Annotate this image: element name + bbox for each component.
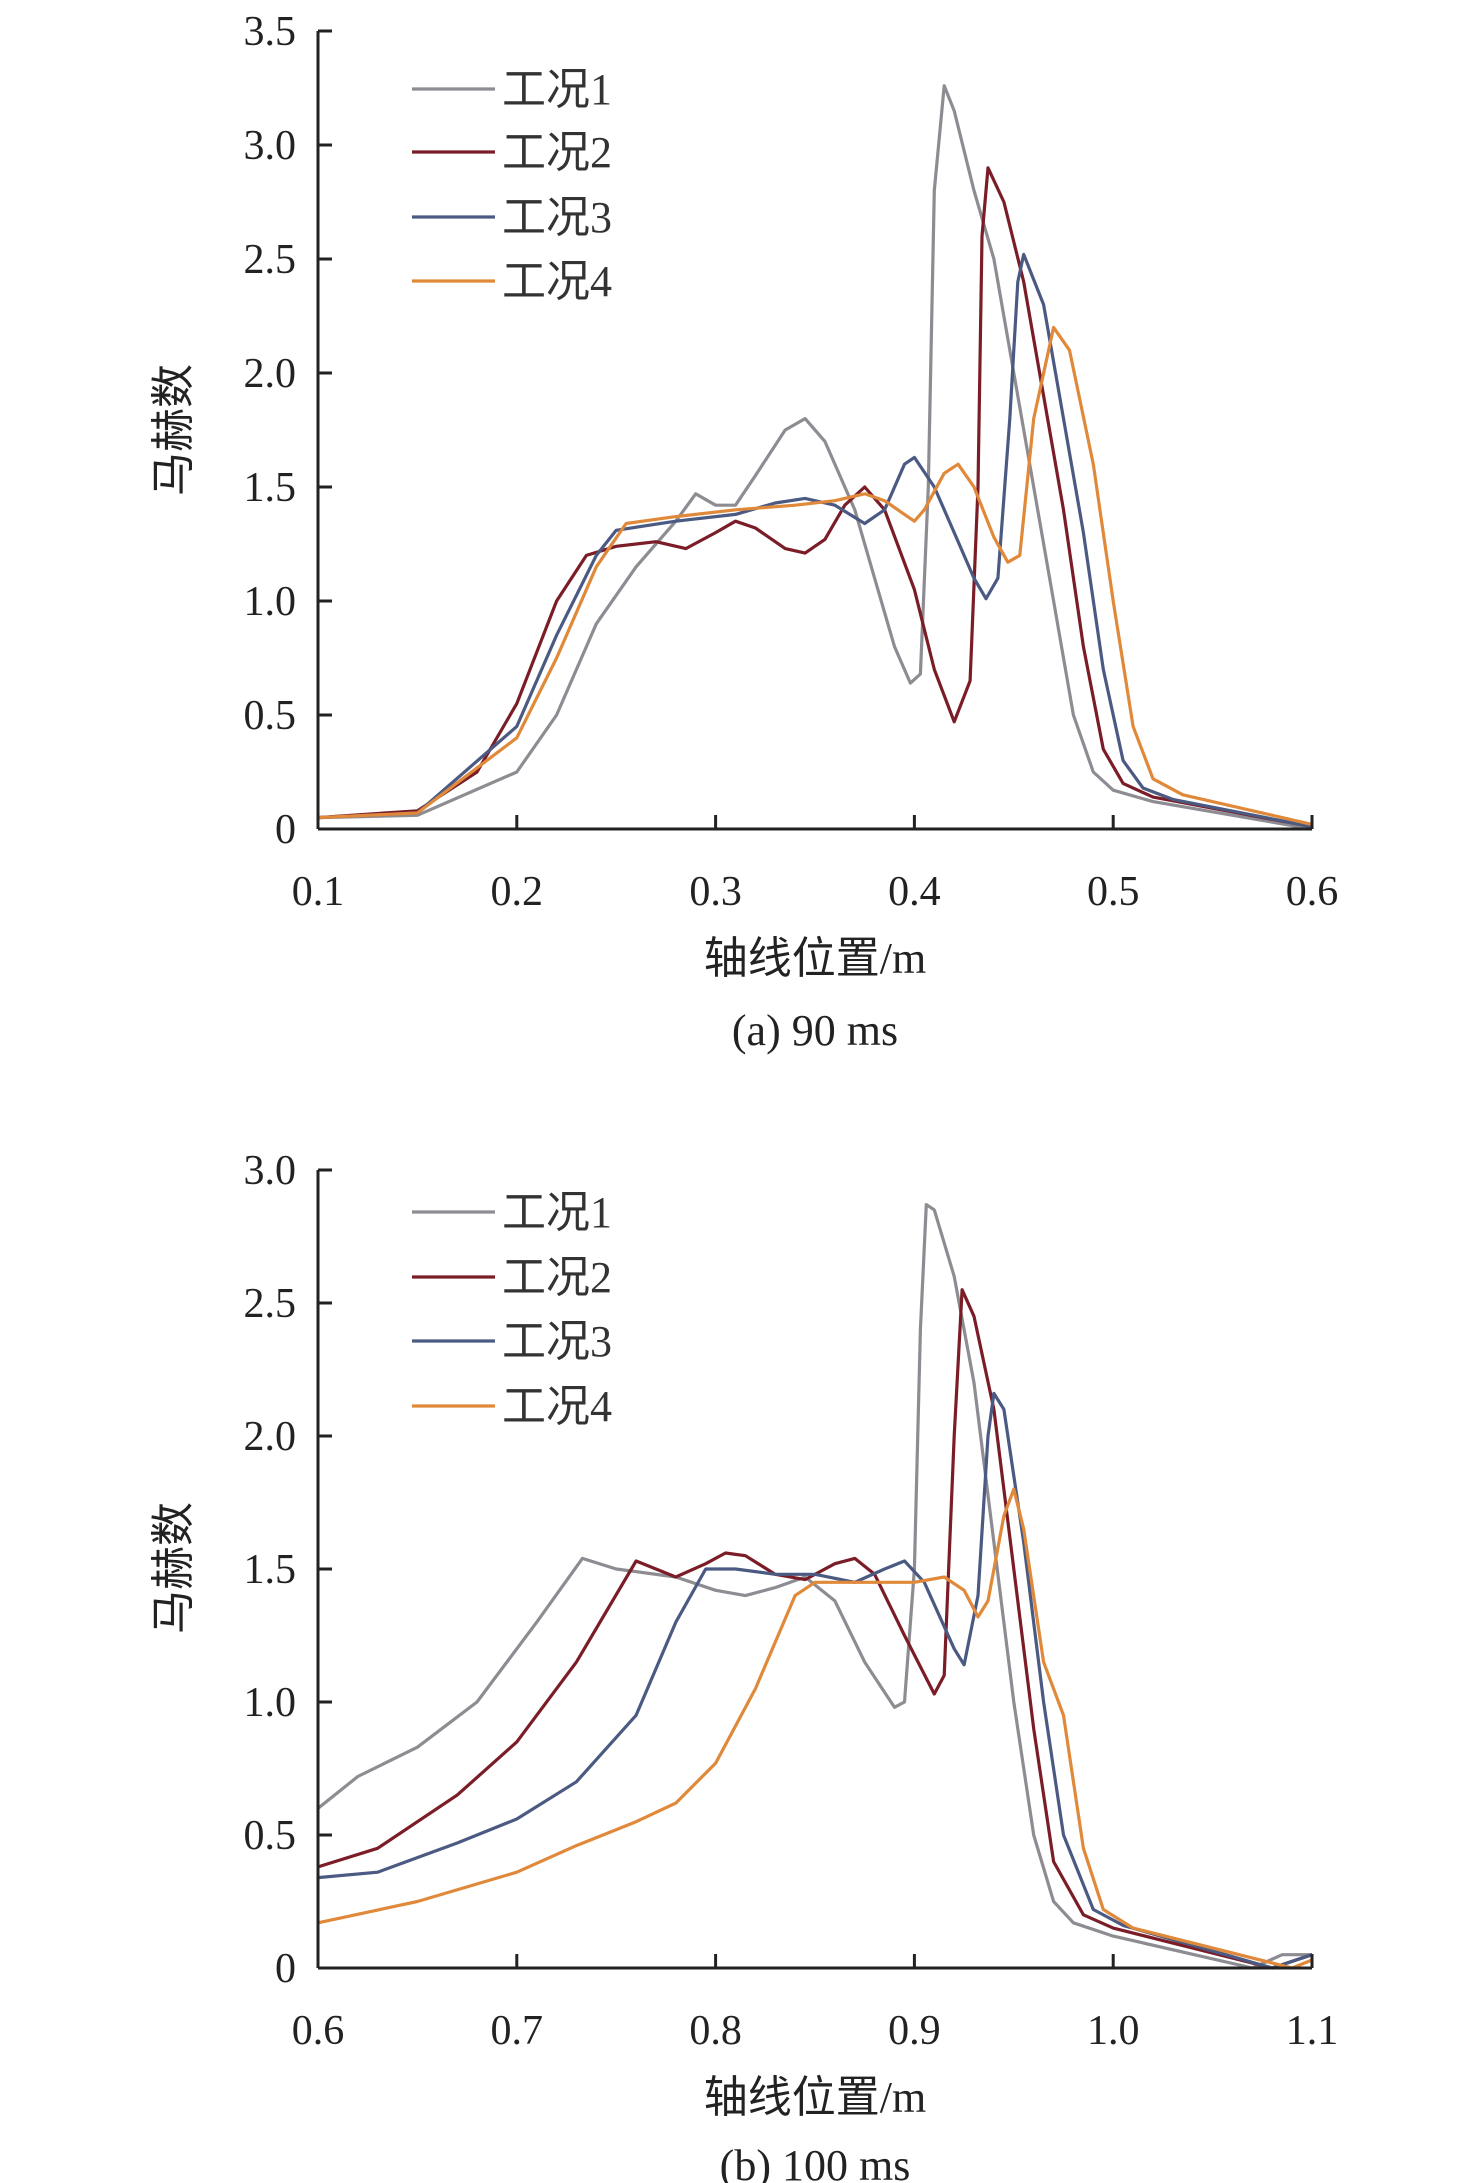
series-line-2 <box>317 166 1313 829</box>
y-axis-label: 马赫数 <box>149 364 198 496</box>
series-line-4 <box>317 1487 1313 1970</box>
y-tick-label: 1.0 <box>244 579 297 625</box>
legend: 工况1 工况2 工况3 工况4 <box>412 65 612 306</box>
x-tick-label: 0.3 <box>689 869 742 915</box>
y-tick-label: 3.0 <box>244 1148 297 1194</box>
x-tick-label: 0.6 <box>292 2008 345 2054</box>
x-tick-label: 0.9 <box>888 2008 941 2054</box>
legend: 工况1 工况2 工况3 工况4 <box>412 1188 612 1431</box>
chart-caption: (b) 100 ms <box>720 2141 911 2183</box>
legend-label: 工况1 <box>502 1188 612 1237</box>
y-tick-label: 0 <box>275 1946 296 1992</box>
x-axis-label: 轴线位置/m <box>704 2073 926 2122</box>
x-tick-label: 0.5 <box>1087 869 1140 915</box>
legend-label: 工况4 <box>502 257 612 306</box>
y-tick-label: 2.5 <box>244 1281 297 1327</box>
y-tick-label: 3.0 <box>244 123 297 169</box>
x-tick-label: 0.7 <box>491 2008 544 2054</box>
series-line-4 <box>317 325 1313 826</box>
y-tick-label: 0.5 <box>244 693 297 739</box>
x-tick-label: 0.8 <box>689 2008 742 2054</box>
x-tick-label: 0.2 <box>491 869 544 915</box>
series-line-1 <box>317 84 1313 831</box>
x-tick-label: 0.4 <box>888 869 941 915</box>
y-tick-label: 3.5 <box>244 9 297 55</box>
y-tick-label: 2.0 <box>244 351 297 397</box>
chart-b: (b) 100 ms 轴线位置/m 马赫数 0 0.5 1.0 1.5 2.0 2.5 3.… <box>149 1148 1338 2183</box>
legend-label: 工况4 <box>502 1382 612 1431</box>
y-tick-label: 1.5 <box>244 1547 297 1593</box>
legend-label: 工况1 <box>502 65 612 114</box>
x-axis-label: 轴线位置/m <box>704 934 926 983</box>
y-axis-label: 马赫数 <box>149 1502 198 1634</box>
series-line-2 <box>317 1288 1313 1970</box>
x-tick-label: 1.0 <box>1087 2008 1140 2054</box>
chart-caption: (a) 90 ms <box>732 1006 898 1055</box>
chart-a: (a) 90 ms 轴线位置/m 马赫数 0 0.5 1.0 1.5 2.0 2.5 3.0… <box>149 9 1338 1055</box>
legend-label: 工况2 <box>502 128 612 177</box>
x-tick-label: 0.1 <box>292 869 345 915</box>
series-line-3 <box>317 1391 1313 1970</box>
legend-label: 工况2 <box>502 1253 612 1302</box>
y-tick-label: 1.5 <box>244 465 297 511</box>
x-tick-label: 0.6 <box>1286 869 1339 915</box>
y-tick-label: 2.5 <box>244 237 297 283</box>
y-tick-label: 0 <box>275 807 296 853</box>
y-tick-label: 1.0 <box>244 1680 297 1726</box>
legend-label: 工况3 <box>502 1317 612 1366</box>
legend-label: 工况3 <box>502 193 612 242</box>
y-tick-label: 2.0 <box>244 1414 297 1460</box>
y-tick-label: 0.5 <box>244 1813 297 1859</box>
x-tick-label: 1.1 <box>1286 2008 1339 2054</box>
series-line-1 <box>316 1202 1312 1970</box>
series-line-3 <box>317 252 1313 829</box>
